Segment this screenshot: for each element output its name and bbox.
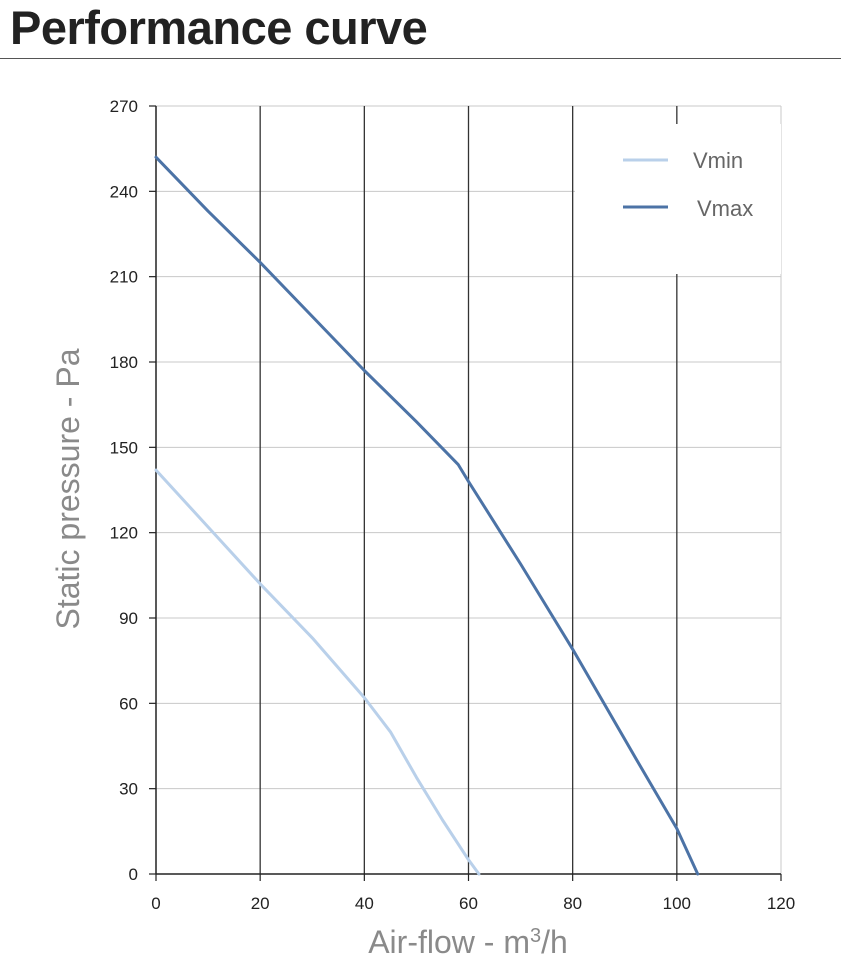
y-tick-label-0: 0 — [129, 865, 138, 884]
series-line-vmax — [154, 155, 700, 876]
y-tick-label-150: 150 — [110, 438, 138, 457]
title-divider — [0, 58, 841, 59]
legend-label-vmin: Vmin — [693, 148, 743, 173]
y-tick-label-180: 180 — [110, 353, 138, 372]
y-tick-label-240: 240 — [110, 182, 138, 201]
y-tick-label-120: 120 — [110, 524, 138, 543]
x-axis-title-main: Air-flow - m — [368, 924, 530, 960]
x-tick-label-40: 40 — [355, 894, 374, 913]
x-tick-label-20: 20 — [251, 894, 270, 913]
x-axis-title-sup: 3 — [530, 925, 541, 947]
legend-label-vmax: Vmax — [697, 196, 753, 221]
y-tick-label-60: 60 — [119, 694, 138, 713]
y-tick-label-270: 270 — [110, 97, 138, 116]
x-tick-label-80: 80 — [563, 894, 582, 913]
x-axis-title-suffix: /h — [541, 924, 568, 960]
series-layer — [154, 155, 700, 876]
y-tick-label-90: 90 — [119, 609, 138, 628]
x-tick-label-0: 0 — [151, 894, 160, 913]
x-tick-label-100: 100 — [663, 894, 691, 913]
x-tick-label-60: 60 — [459, 894, 478, 913]
y-axis-title: Static pressure - Pa — [50, 348, 86, 629]
series-line-vmin — [154, 468, 481, 876]
legend: Vmin Vmax — [575, 124, 781, 274]
y-tick-label-30: 30 — [119, 780, 138, 799]
y-tick-label-210: 210 — [110, 268, 138, 287]
legend-box — [575, 124, 781, 274]
page-title: Performance curve — [10, 1, 428, 54]
x-tick-label-120: 120 — [767, 894, 795, 913]
ticks-layer: 0 30 60 90 120 150 180 210 240 270 0 20 40 60 80 100 120 — [110, 97, 796, 913]
x-axis-title: Air-flow - m3/h — [368, 924, 568, 960]
